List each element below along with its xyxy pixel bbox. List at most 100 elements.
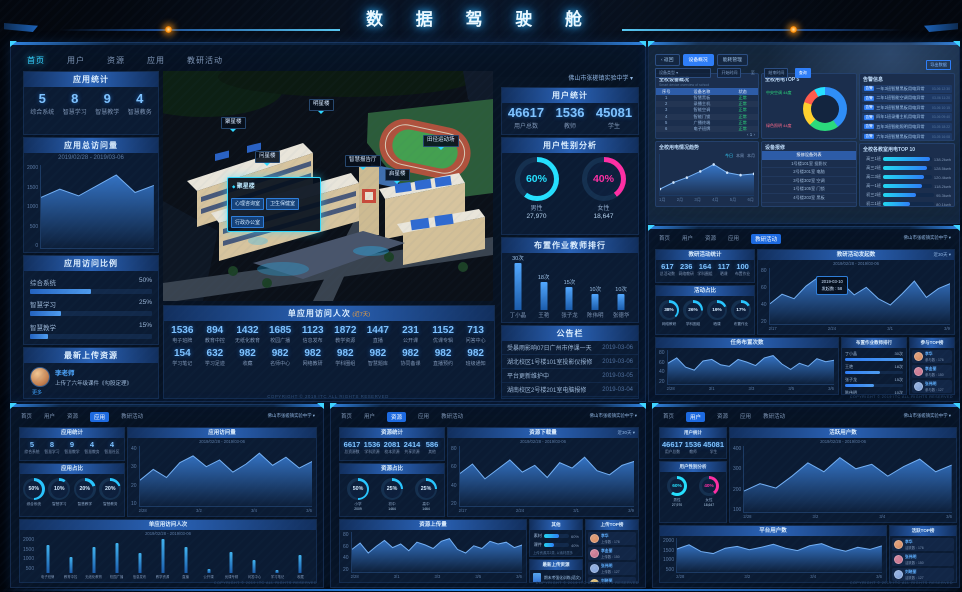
tab-教研活动[interactable]: 教研活动 (121, 414, 144, 420)
end-date-input[interactable]: 结束时间 (764, 68, 789, 78)
tab-用户[interactable]: 用户 (686, 412, 706, 422)
ratio-label: 智慧教学 (30, 324, 56, 332)
tab-首页[interactable]: 首页 (659, 236, 671, 242)
teacher-name: 李老师 (55, 370, 75, 377)
alert-row[interactable]: 告警 五年3班智能照明用电异常 03-05 18:22 (862, 122, 952, 131)
list-row[interactable]: 4号楼203室 黑板 (762, 194, 856, 203)
school-selector[interactable]: 佛山市张槎镇实验中学 ▾ (589, 413, 637, 418)
top-list-item[interactable]: 刘晓丽上传数 : 112 (588, 577, 636, 582)
person-metric: 活跃数 : 176 (905, 545, 924, 550)
latest-upload-item[interactable]: 期末考强化训练(语文) (530, 570, 582, 582)
alert-row[interactable]: 告警 三年2班智慧黑板用电异常 03-06 10:15 (862, 103, 952, 112)
tab-首页[interactable]: 首页 (27, 56, 45, 65)
alert-row[interactable]: 告警 六年2班智慧黑板用电异常 03-05 16:08 (862, 132, 952, 140)
x-axis-tick: 3月 (694, 197, 701, 202)
tab-用户[interactable]: 用户 (44, 414, 56, 420)
map-building-tag[interactable]: 明星楼 (309, 99, 334, 111)
school-selector[interactable]: 佛山市张槎镇实验中学 ▾ (267, 413, 315, 418)
top-list-item[interactable]: 李华 上传数 : 176 (588, 532, 636, 545)
school-selector[interactable]: 佛山市张槎镇实验中学 ▾ (903, 413, 951, 418)
map-building-tag[interactable]: 启星楼 (385, 169, 410, 181)
card-title: 活跃TOP榜 (890, 526, 956, 536)
teach-activity-panel: 首页 用户 资源 应用 教研活动 佛山市张槎镇实验中学 ▾ 教研活动统计 617 总活动数… (648, 225, 960, 402)
tab-资源[interactable]: 资源 (717, 414, 729, 420)
latest-resource-item[interactable]: 李老师 上传了六年级课件《勾股定理》 (24, 363, 158, 387)
trend-tab[interactable]: 本月 (747, 153, 755, 158)
x-axis-tick: 2/28 (743, 514, 752, 519)
tab-首页[interactable]: 首页 (21, 414, 33, 420)
top-list-item[interactable]: 李华 参与数 : 176 (912, 350, 952, 363)
top-list-item[interactable]: 李金丽 上传数 : 150 (588, 547, 636, 560)
bar-label: 丁小晶 (509, 313, 527, 319)
tab-应用[interactable]: 应用 (728, 236, 740, 242)
building-room-button[interactable]: 心理咨询室 (231, 197, 265, 210)
map-building-tag[interactable]: 田径运动场 (423, 135, 459, 147)
top-list-item[interactable]: 刘晓丽 活跃数 : 127 (892, 568, 954, 581)
tab-应用[interactable]: 应用 (90, 412, 110, 422)
device-type-dropdown[interactable]: 设备类型 ▾ (655, 68, 711, 78)
list-row[interactable]: 1号楼105室 门锁 (762, 185, 856, 194)
tab-首页[interactable]: 首页 (663, 414, 675, 420)
export-data-button[interactable]: 导出数据 (926, 60, 951, 70)
tab-应用[interactable]: 应用 (147, 56, 165, 65)
list-row[interactable]: 3号楼302室 空调 (762, 177, 856, 186)
trend-tab[interactable]: 本周 (736, 153, 744, 158)
alert-row[interactable]: 告警 四年1班录播主机用电异常 03-06 09:40 (862, 113, 952, 122)
list-row[interactable]: 2号楼201室 电脑 (762, 168, 856, 177)
trend-tab[interactable]: 今日 (725, 153, 733, 158)
hbar-value: 95.3kwh (936, 192, 951, 198)
tab-资源[interactable]: 资源 (67, 414, 79, 420)
top-list-item[interactable]: 张伟明 参与数 : 127 (912, 380, 952, 393)
top-list-item[interactable]: 李华 活跃数 : 176 (892, 538, 954, 551)
list-row[interactable]: 1号楼101室 投影仪 (762, 160, 856, 169)
alert-row[interactable]: 告警 一年3班智慧黑板用电异常 03-06 12:30 (862, 84, 952, 93)
map-building-tag[interactable]: 问星楼 (255, 151, 280, 163)
building-room-button[interactable]: 行政办公室 (231, 216, 265, 228)
tab-应用[interactable]: 应用 (740, 414, 752, 420)
more-link[interactable]: 更多 (32, 390, 43, 396)
query-button[interactable]: 查询 (794, 68, 811, 78)
ratio-label: 智慧学习 (30, 302, 56, 309)
tab-资源[interactable]: 资源 (705, 236, 717, 242)
table-pagination[interactable]: ‹ 1 › (746, 132, 755, 137)
tab-用户[interactable]: 用户 (364, 414, 376, 420)
range-dropdown[interactable]: 近30天 ▾ (617, 430, 635, 435)
start-date-input[interactable]: 开始时间 (717, 68, 742, 78)
top-list-item[interactable]: 张伟明 活跃数 : 150 (892, 553, 954, 566)
tab-资源[interactable]: 资源 (107, 56, 125, 65)
upload-top-card: 上传TOP榜 李华 上传数 : 176 李金丽 上传数 : 150 张伟明 上传数 : 1… (585, 519, 639, 583)
person-name: 李金丽 (925, 366, 937, 371)
tab-用户[interactable]: 用户 (682, 236, 694, 242)
admin-nav-button[interactable]: 设备概况 (682, 53, 714, 66)
column-header: 序号 (662, 89, 671, 94)
range-dropdown[interactable]: 近30天 ▾ (933, 252, 951, 257)
tab-应用[interactable]: 应用 (418, 414, 430, 420)
table-cell: 电子班牌 (693, 125, 711, 131)
school-selector[interactable]: 佛山市张槎镇实验中学 ▾ (568, 76, 633, 82)
admin-nav-button[interactable]: ‹ 返回 (655, 53, 680, 66)
school-selector[interactable]: 佛山市张槎镇实验中学 ▾ (903, 235, 951, 240)
top-list-item[interactable]: 李金丽 参与数 : 150 (912, 365, 952, 378)
notice-row[interactable]: 平台更新维护中 2019-03-05 (502, 369, 638, 383)
stat-label: 网络教研 (302, 361, 323, 367)
notice-row[interactable]: 受暴雨影响07日广州市停课一天 2019-03-06 (502, 341, 638, 355)
map-building-tag[interactable]: 聚星楼 (221, 117, 246, 129)
map-building-tag[interactable]: 智慧报告厅 (345, 155, 381, 167)
tab-教研活动[interactable]: 教研活动 (751, 234, 782, 244)
alert-text: 二年1班智能空调用电异常 (876, 95, 925, 101)
y-axis-tick: 80 (761, 268, 767, 274)
tab-首页[interactable]: 首页 (341, 414, 353, 420)
alert-row[interactable]: 告警 二年1班智能空调用电异常 03-06 11:20 (862, 94, 952, 103)
top-list-item[interactable]: 张伟明 上传数 : 127 (588, 562, 636, 575)
bar-label: 张德华 (612, 313, 630, 319)
notice-row[interactable]: 湖南校区2号楼201室电脑报修 2019-03-04 (502, 383, 638, 397)
tab-用户[interactable]: 用户 (67, 56, 85, 65)
tab-教研活动[interactable]: 教研活动 (441, 414, 464, 420)
tab-教研活动[interactable]: 教研活动 (763, 414, 786, 420)
tab-资源[interactable]: 资源 (387, 412, 407, 422)
building-room-button[interactable]: 卫生保健室 (266, 197, 300, 210)
tab-教研活动[interactable]: 教研活动 (187, 56, 223, 65)
notice-row[interactable]: 湖北校区1号楼101室投影仪报修 2019-03-06 (502, 355, 638, 369)
admin-nav-button[interactable]: 能耗管理 (716, 53, 748, 66)
